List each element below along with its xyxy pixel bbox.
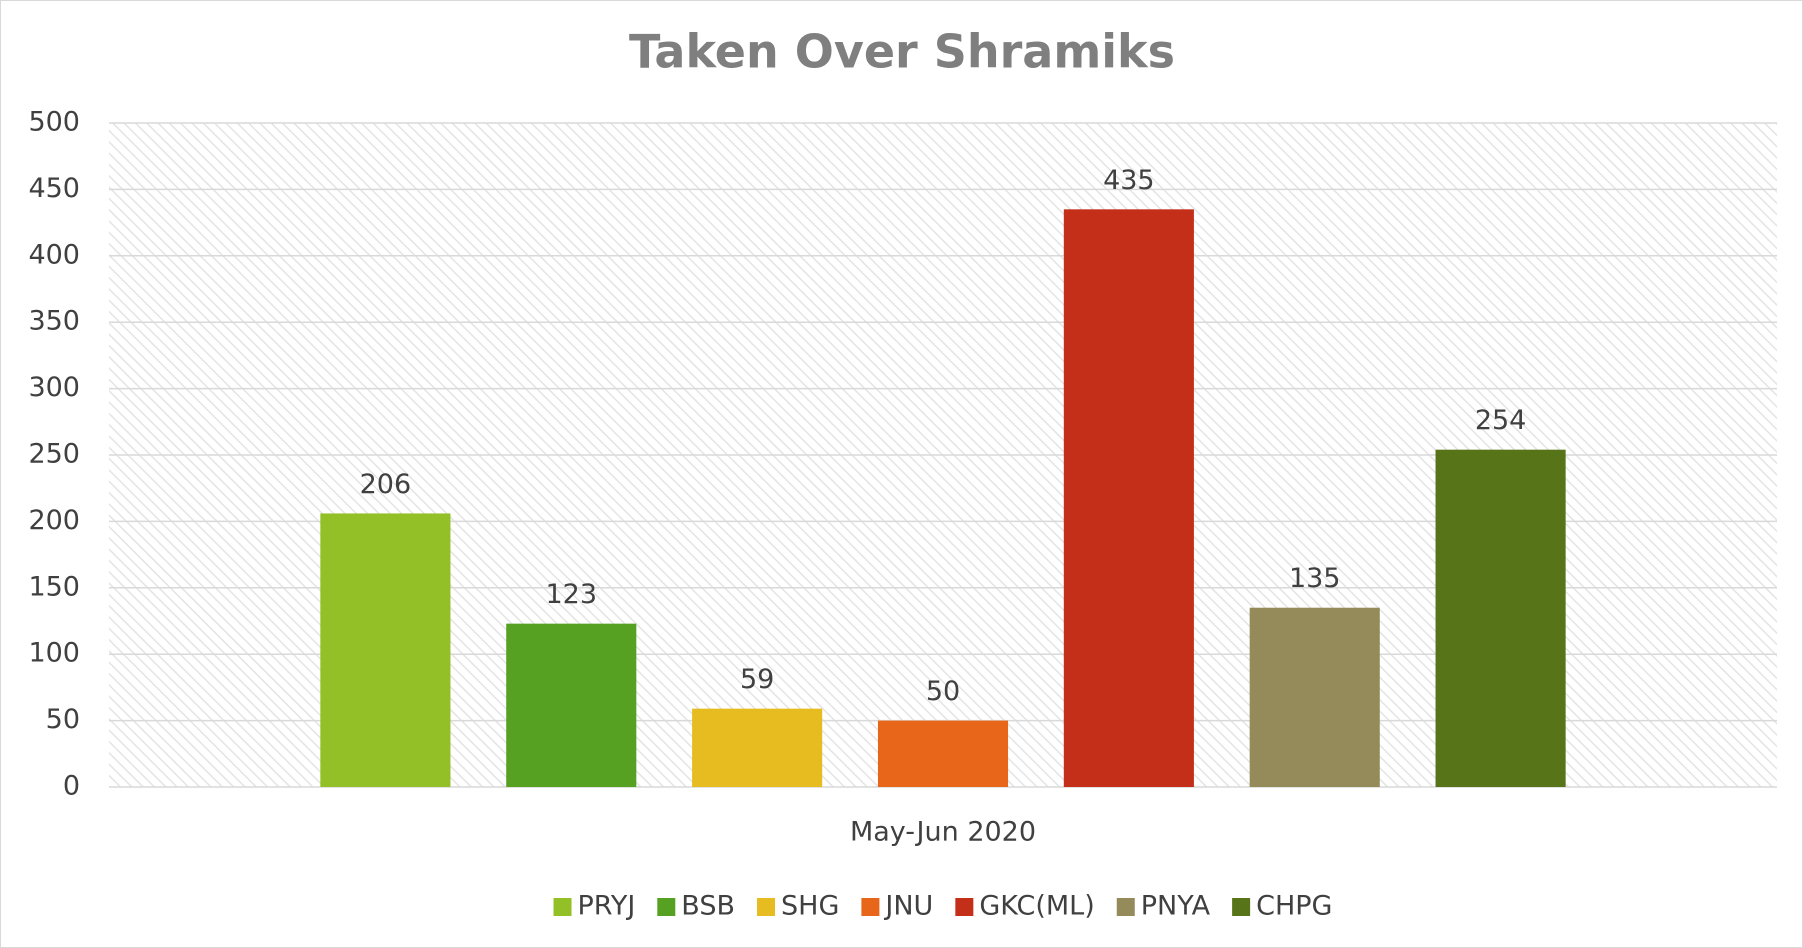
y-tick-label: 250 [28,439,80,470]
legend-label: SHG [781,891,839,922]
legend-label: PRYJ [578,891,636,922]
bar [320,513,451,787]
y-tick-label: 150 [28,571,80,602]
bar [1063,209,1194,787]
y-tick-label: 300 [28,372,80,403]
legend-label: CHPG [1256,891,1332,922]
legend-swatch [1232,898,1251,916]
bar [877,720,1009,787]
data-label: 123 [546,579,598,610]
y-tick-label: 200 [28,505,80,536]
data-label: 59 [740,664,774,695]
legend-swatch [553,898,572,916]
bar [1435,449,1566,787]
legend-swatch [1116,898,1135,916]
legend-swatch [657,898,676,916]
legend-label: JNU [883,891,933,922]
legend-swatch [955,898,974,916]
chart-title: Taken Over Shramiks [629,25,1175,79]
legend-swatch [757,898,776,916]
data-label: 206 [360,469,412,500]
y-tick-label: 500 [28,107,80,138]
y-tick-label: 450 [28,173,80,204]
bar [506,623,637,787]
legend-swatch [861,898,880,916]
y-tick-label: 0 [63,771,80,802]
y-tick-label: 400 [28,239,80,270]
bar [1249,607,1380,787]
data-label: 435 [1103,165,1155,196]
data-label: 50 [926,676,960,707]
x-tick-label: May-Jun 2020 [850,817,1036,848]
legend-label: GKC(ML) [979,891,1094,922]
y-tick-label: 350 [28,306,80,337]
bar [692,708,823,787]
legend-label: BSB [681,891,735,922]
data-label: 135 [1289,563,1341,594]
y-tick-label: 100 [28,638,80,669]
y-tick-label: 50 [46,704,80,735]
data-label: 254 [1475,405,1527,436]
legend-label: PNYA [1141,891,1211,922]
